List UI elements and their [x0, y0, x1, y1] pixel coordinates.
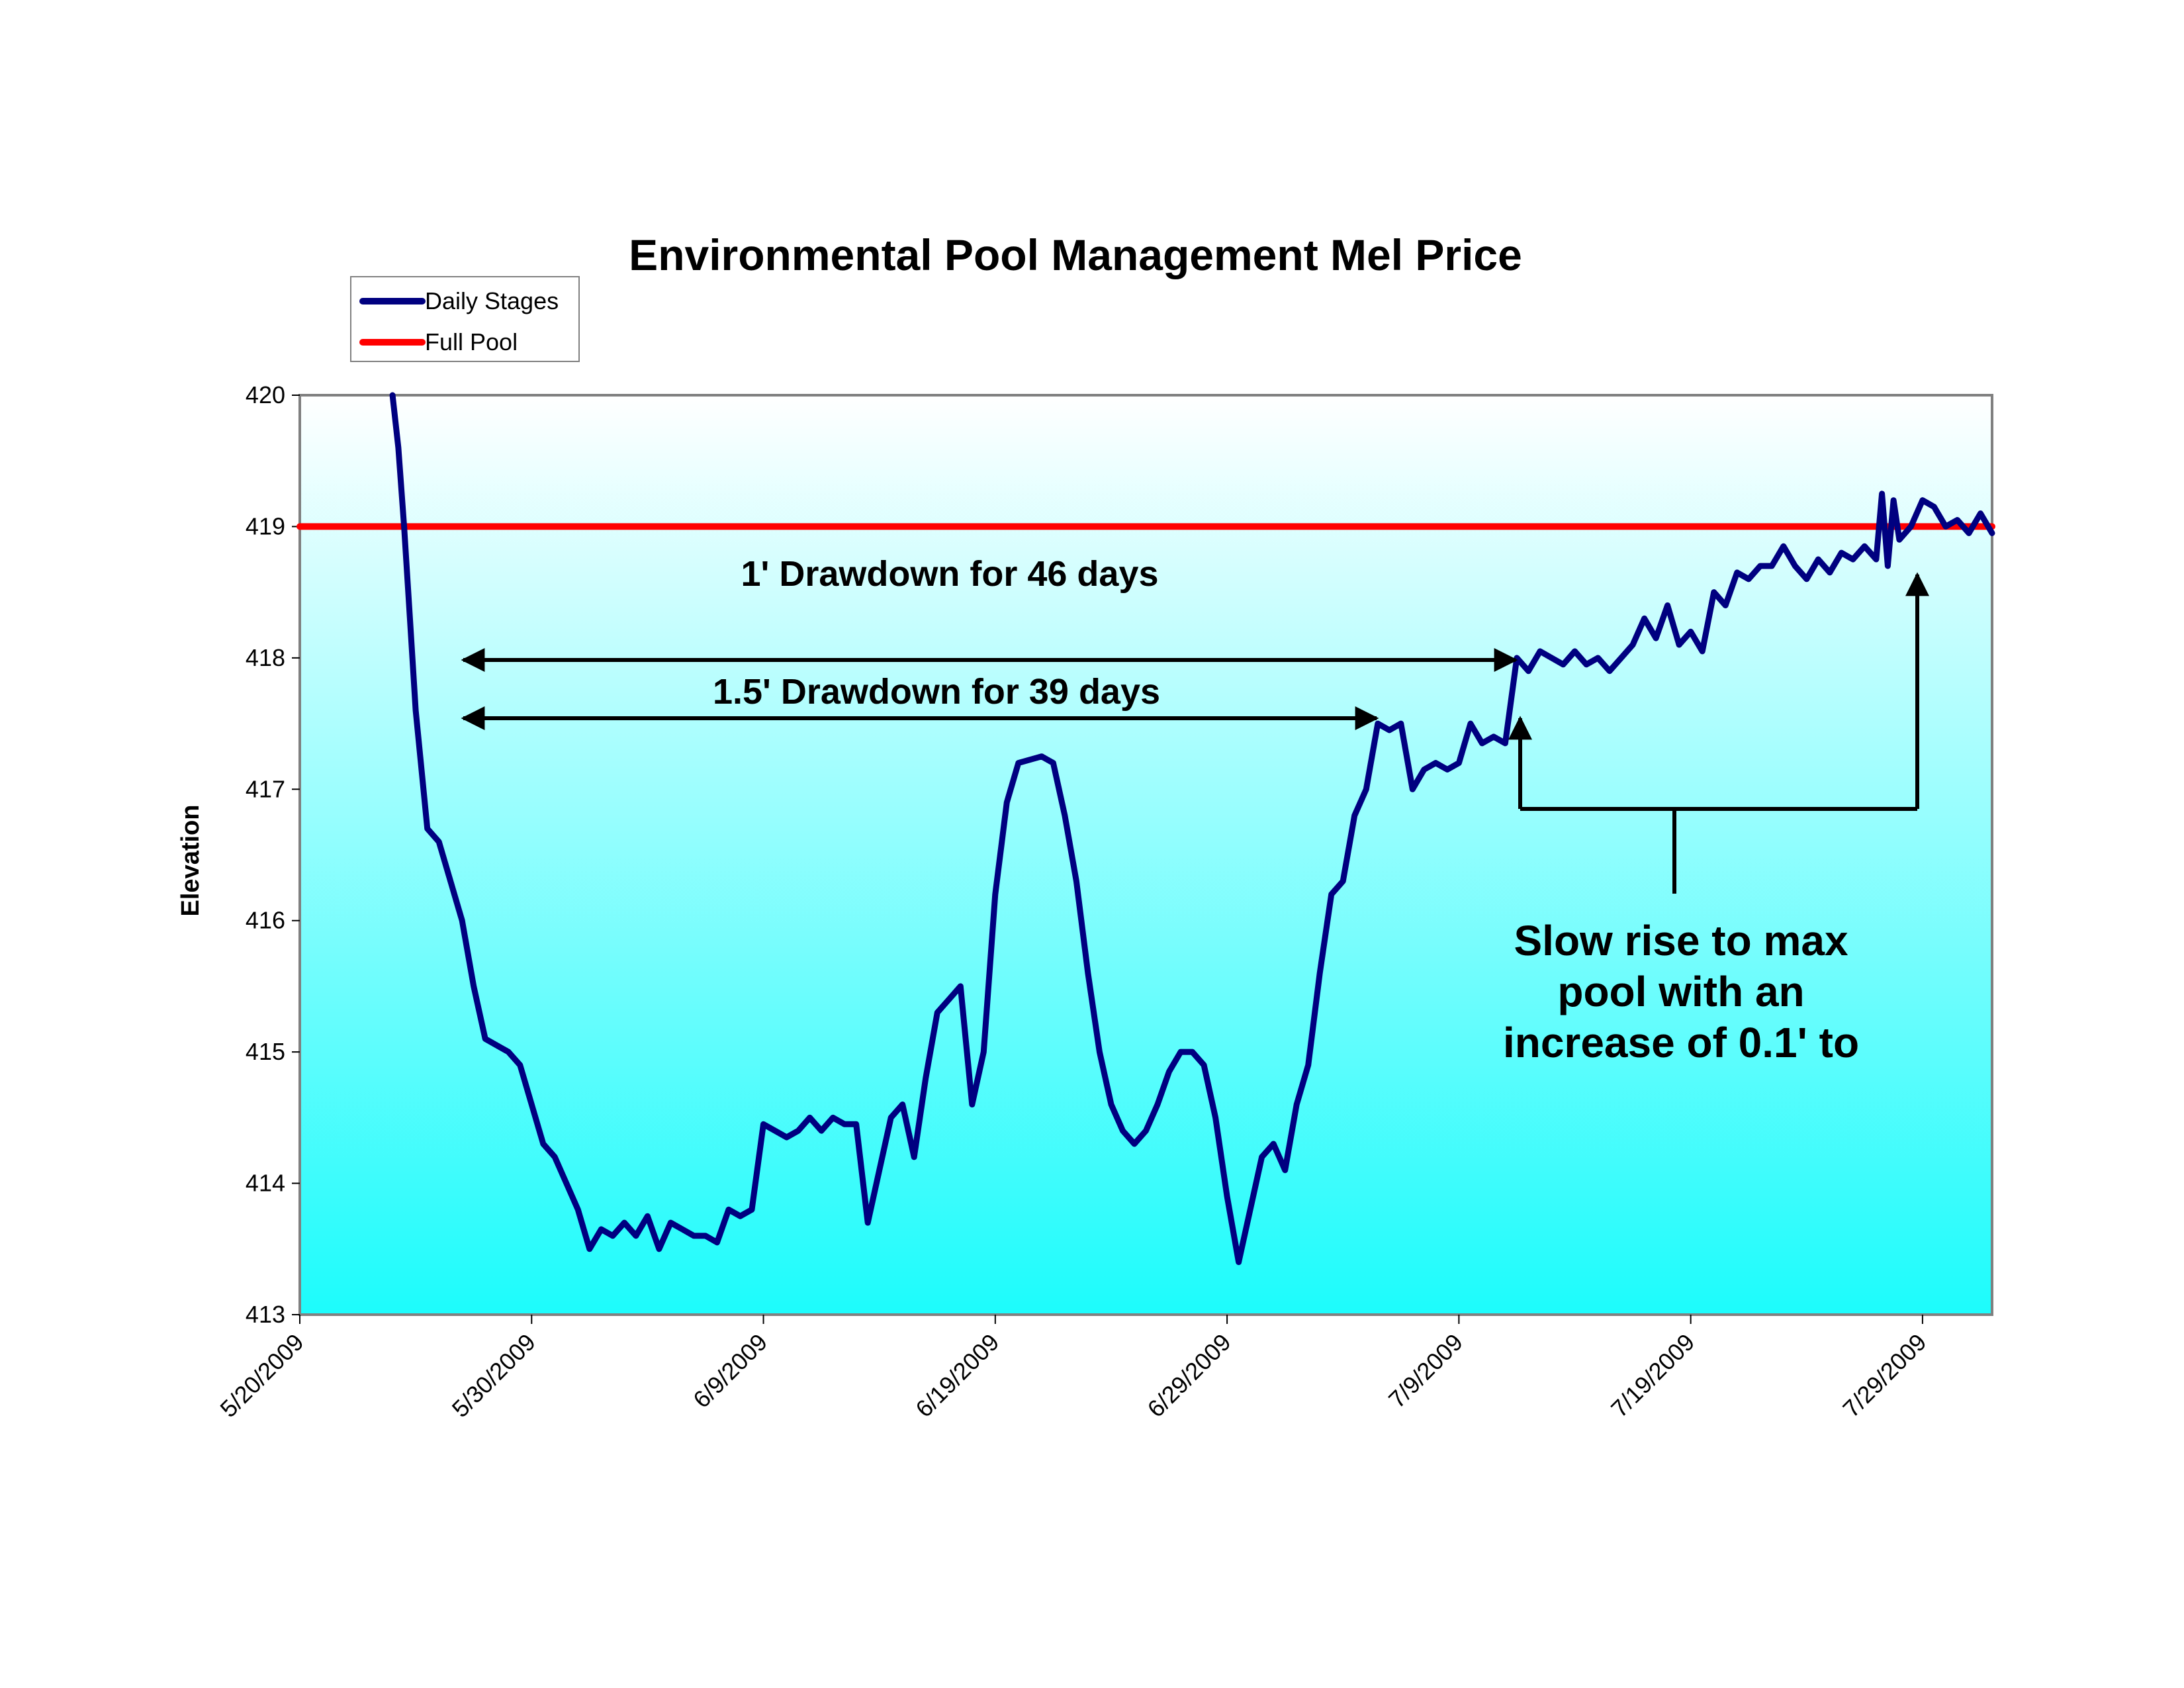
annotation-slow-rise-line-1: Slow rise to max [1514, 917, 1848, 964]
annotation-1-5ft-drawdown: 1.5' Drawdown for 39 days [713, 672, 1160, 712]
annotation-1ft-drawdown: 1' Drawdown for 46 days [741, 554, 1158, 594]
legend-label-daily-stages: Daily Stages [425, 287, 559, 314]
x-tick-label: 7/19/2009 [1606, 1329, 1700, 1423]
annotation-slow-rise-line-3: increase of 0.1' to [1503, 1019, 1859, 1066]
x-tick-label: 6/19/2009 [910, 1329, 1004, 1423]
annotations: 1' Drawdown for 46 days 1.5' Drawdown for… [461, 554, 1929, 1066]
legend-label-full-pool: Full Pool [425, 328, 518, 355]
legend: Daily Stages Full Pool [350, 276, 580, 362]
x-tick-label: 7/9/2009 [1383, 1329, 1468, 1413]
x-tick-label: 7/29/2009 [1837, 1329, 1931, 1423]
y-tick-label: 419 [246, 512, 285, 539]
series-daily-stages-line [389, 392, 1995, 1266]
y-tick-label: 416 [246, 907, 285, 934]
x-tick-label: 5/30/2009 [447, 1329, 541, 1423]
series-group [296, 392, 1995, 1266]
y-tick-label: 414 [246, 1170, 285, 1197]
plot-background [298, 394, 1993, 1316]
y-tick-label: 420 [246, 381, 285, 408]
x-tick-label: 5/20/2009 [214, 1329, 308, 1423]
plot-area [298, 394, 1993, 1316]
y-axis-label: Elevation [177, 805, 205, 917]
y-tick-label: 415 [246, 1038, 285, 1065]
annotation-slow-rise-line-2: pool with an [1557, 968, 1804, 1015]
y-tick-label: 418 [246, 644, 285, 671]
chart-title: Environmental Pool Management Mel Price [629, 230, 1522, 279]
legend-box [350, 276, 580, 362]
y-tick-label: 417 [246, 775, 285, 802]
x-tick-label: 6/9/2009 [688, 1329, 772, 1413]
x-tick-label: 6/29/2009 [1142, 1329, 1236, 1423]
y-tick-label: 413 [246, 1301, 285, 1328]
